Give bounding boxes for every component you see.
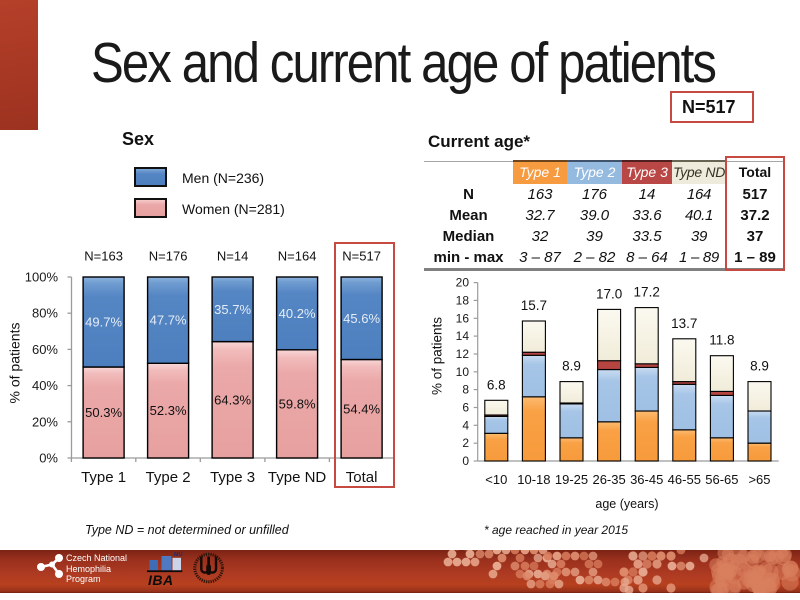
svg-text:47.7%: 47.7% [150, 313, 187, 328]
svg-text:56-65: 56-65 [705, 472, 738, 487]
svg-text:15.7: 15.7 [521, 298, 547, 313]
svg-text:0%: 0% [39, 451, 58, 466]
svg-text:17.2: 17.2 [634, 285, 660, 300]
svg-text:10-18: 10-18 [517, 472, 550, 487]
svg-text:26-35: 26-35 [592, 472, 625, 487]
svg-text:% of patients: % of patients [7, 323, 23, 404]
svg-text:46-55: 46-55 [668, 472, 701, 487]
svg-text:60%: 60% [32, 342, 58, 357]
svg-text:MU: MU [174, 552, 183, 558]
svg-text:20: 20 [456, 276, 470, 290]
svg-text:N=517: N=517 [342, 249, 381, 264]
svg-text:0: 0 [462, 454, 469, 468]
svg-text:6: 6 [462, 401, 469, 415]
svg-text:54.4%: 54.4% [343, 401, 380, 416]
svg-text:10: 10 [456, 365, 470, 379]
svg-text:N=176: N=176 [149, 249, 188, 264]
svg-text:20%: 20% [32, 414, 58, 429]
svg-text:N=14: N=14 [217, 249, 248, 264]
svg-text:<10: <10 [485, 472, 507, 487]
svg-text:8: 8 [462, 383, 469, 397]
svg-text:N=164: N=164 [278, 249, 317, 264]
svg-text:52.3%: 52.3% [150, 403, 187, 418]
svg-text:6.8: 6.8 [487, 377, 506, 392]
svg-text:>65: >65 [748, 472, 770, 487]
svg-text:age (years): age (years) [595, 497, 658, 511]
svg-text:18: 18 [456, 293, 470, 307]
svg-text:2: 2 [462, 436, 469, 450]
svg-text:80%: 80% [32, 306, 58, 321]
svg-text:8.9: 8.9 [750, 359, 769, 374]
svg-text:Type 3: Type 3 [210, 469, 255, 486]
svg-text:17.0: 17.0 [596, 286, 622, 301]
svg-text:Type 1: Type 1 [81, 469, 126, 486]
svg-text:14: 14 [456, 329, 470, 343]
svg-text:19-25: 19-25 [555, 472, 588, 487]
svg-text:59.8%: 59.8% [279, 396, 316, 411]
svg-text:Type 2: Type 2 [146, 469, 191, 486]
svg-text:12: 12 [456, 347, 470, 361]
svg-text:36-45: 36-45 [630, 472, 663, 487]
svg-text:45.6%: 45.6% [343, 311, 380, 326]
svg-text:N=163: N=163 [84, 249, 123, 264]
svg-text:Total: Total [346, 469, 378, 486]
svg-text:13.7: 13.7 [671, 316, 697, 331]
svg-text:% of patients: % of patients [430, 317, 445, 395]
svg-text:Type ND: Type ND [268, 469, 327, 486]
svg-text:50.3%: 50.3% [85, 405, 122, 420]
svg-text:16: 16 [456, 311, 470, 325]
svg-text:40.2%: 40.2% [279, 306, 316, 321]
svg-text:35.7%: 35.7% [214, 302, 251, 317]
svg-text:4: 4 [462, 418, 469, 432]
svg-text:64.3%: 64.3% [214, 392, 251, 407]
svg-text:11.8: 11.8 [709, 333, 734, 348]
svg-text:8.9: 8.9 [562, 359, 581, 374]
svg-text:40%: 40% [32, 378, 58, 393]
svg-text:100%: 100% [25, 270, 59, 285]
svg-text:49.7%: 49.7% [85, 315, 122, 330]
